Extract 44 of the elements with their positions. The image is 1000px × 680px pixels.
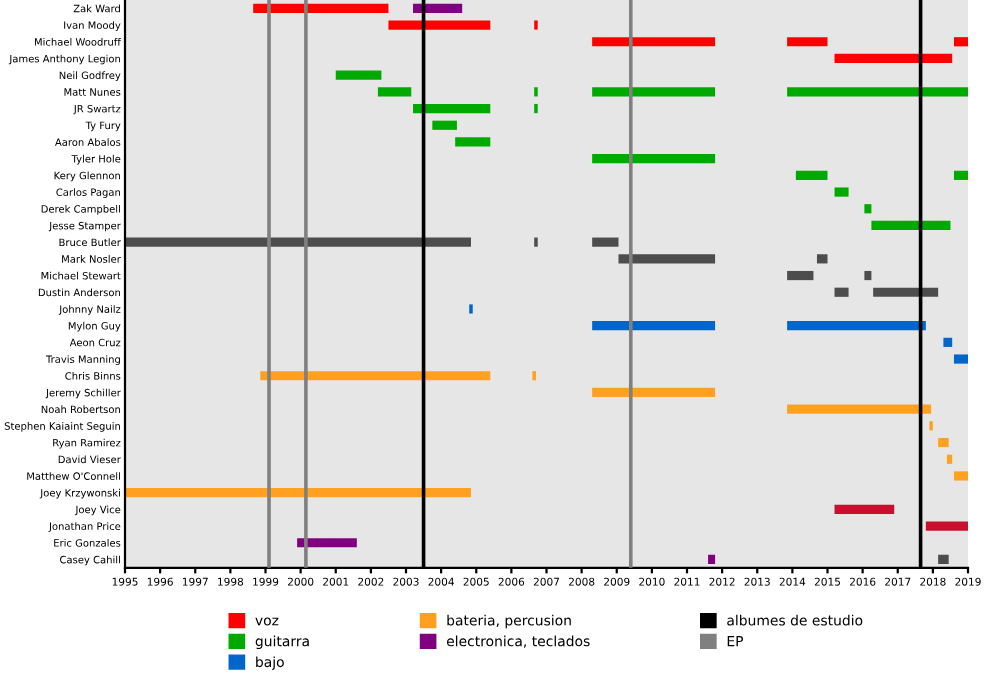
bar [943,337,953,347]
bar [432,120,457,130]
bar [953,37,968,47]
bar [787,87,968,97]
bar [253,3,389,13]
bar [787,404,932,414]
bar [377,87,412,97]
bar [946,454,953,464]
bar [125,488,471,498]
bar [388,20,491,30]
bar [787,270,814,281]
bar [925,521,968,531]
bar [335,70,382,80]
bar [592,154,716,164]
bar [834,287,849,297]
bar [592,37,716,47]
bar [953,471,968,481]
bar [938,437,949,448]
bar [592,321,716,331]
bar [592,387,716,398]
bar [413,3,463,13]
bar [795,170,828,180]
bar [618,254,716,264]
bar [708,554,716,565]
bar [864,270,872,281]
bar [592,237,619,247]
bar [297,538,357,548]
bar [953,354,968,364]
bar [834,504,895,514]
bar [871,220,951,231]
bar [953,170,968,180]
bar [864,204,872,214]
bar [816,254,828,264]
bar [592,87,716,97]
bar [834,187,849,197]
bar [125,237,471,247]
bar [787,321,926,331]
bar [834,53,953,64]
bar [413,103,491,114]
bar [873,287,939,297]
bar [938,554,949,565]
bar [787,37,828,47]
bar [260,371,491,381]
bar [455,137,491,147]
